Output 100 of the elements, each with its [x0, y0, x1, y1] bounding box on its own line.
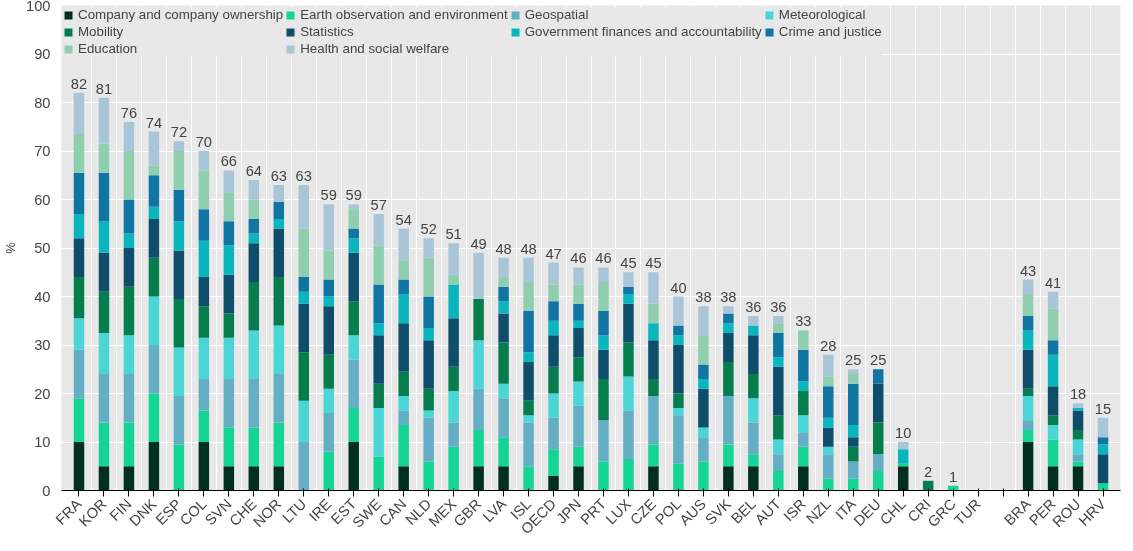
- total-label: 52: [420, 221, 437, 238]
- bar: [1097, 437, 1109, 445]
- bar: [698, 378, 709, 389]
- bar: [73, 318, 85, 350]
- bar: [323, 250, 334, 280]
- bar: [248, 199, 260, 219]
- bar: [398, 371, 409, 396]
- y-tick-label: 20: [34, 385, 51, 402]
- legend-label: Statistics: [300, 24, 354, 39]
- bar: [1072, 429, 1084, 440]
- bar: [298, 400, 310, 442]
- bar: [273, 184, 285, 202]
- total-label: 1: [949, 468, 958, 485]
- total-label: 59: [320, 187, 337, 204]
- bar: [373, 456, 384, 491]
- bar: [1097, 444, 1109, 455]
- bar: [523, 281, 534, 312]
- bar: [73, 238, 85, 278]
- bar: [98, 143, 110, 173]
- bar: [148, 442, 160, 491]
- bar: [148, 218, 160, 258]
- bar: [848, 369, 859, 375]
- bar: [273, 422, 285, 467]
- total-label: 18: [1069, 386, 1087, 403]
- total-label: 82: [70, 75, 88, 92]
- bar: [148, 175, 160, 207]
- bar: [498, 277, 509, 287]
- bar: [148, 206, 160, 219]
- bar: [173, 221, 185, 251]
- bar: [423, 340, 434, 389]
- bar: [773, 315, 784, 324]
- bar: [423, 238, 434, 258]
- bar: [398, 410, 409, 426]
- bar: [623, 303, 634, 343]
- bar: [748, 335, 759, 375]
- bar: [698, 335, 709, 365]
- bar: [373, 284, 384, 324]
- bar: [1047, 291, 1059, 309]
- total-label: 70: [195, 134, 213, 150]
- bar: [398, 425, 409, 467]
- bar: [423, 296, 434, 329]
- bar: [848, 461, 859, 479]
- bar: [398, 279, 409, 295]
- bar: [1097, 417, 1109, 438]
- bar: [698, 388, 709, 428]
- bar: [548, 284, 559, 302]
- bar: [573, 320, 584, 329]
- bar: [548, 301, 559, 321]
- bar: [123, 121, 135, 151]
- total-label: 74: [145, 114, 163, 131]
- bar: [223, 192, 235, 222]
- bar: [498, 383, 509, 399]
- bar: [748, 374, 759, 399]
- bar: [98, 221, 110, 253]
- bar: [598, 378, 609, 421]
- bar: [648, 378, 659, 396]
- bar: [173, 395, 185, 445]
- bar: [73, 134, 85, 173]
- bar: [223, 337, 235, 379]
- bar: [748, 422, 759, 455]
- bar: [98, 97, 110, 144]
- bar: [872, 454, 884, 472]
- bar: [548, 449, 559, 476]
- bar: [248, 243, 260, 282]
- bar: [98, 332, 110, 375]
- bar: [298, 352, 310, 401]
- bar: [598, 335, 609, 350]
- bar: [498, 437, 509, 467]
- bar: [173, 347, 185, 396]
- bar: [223, 378, 235, 428]
- total-label: 64: [245, 163, 262, 180]
- bar: [598, 281, 609, 312]
- bar: [123, 151, 135, 200]
- bar: [1022, 395, 1034, 421]
- bar: [348, 335, 359, 360]
- bar: [198, 240, 210, 278]
- bar: [123, 466, 135, 491]
- bar: [198, 277, 210, 307]
- bar: [848, 374, 859, 384]
- bar: [448, 284, 459, 319]
- total-label: 48: [520, 240, 537, 257]
- bar: [548, 417, 559, 450]
- bar: [248, 330, 260, 379]
- bar: [223, 466, 235, 491]
- bar: [598, 349, 609, 379]
- bar: [648, 323, 659, 341]
- bar: [648, 340, 659, 379]
- bar: [298, 228, 310, 278]
- bar: [248, 466, 260, 491]
- bar: [473, 429, 484, 467]
- bar: [373, 214, 384, 246]
- bar: [248, 180, 260, 200]
- legend-label: Government finances and accountability: [524, 24, 762, 39]
- bar: [848, 437, 859, 447]
- total-label: 45: [620, 255, 637, 272]
- bar: [448, 274, 459, 285]
- total-label: 2: [924, 463, 933, 480]
- bar: [98, 172, 110, 222]
- bar: [673, 408, 684, 416]
- bar: [773, 357, 784, 367]
